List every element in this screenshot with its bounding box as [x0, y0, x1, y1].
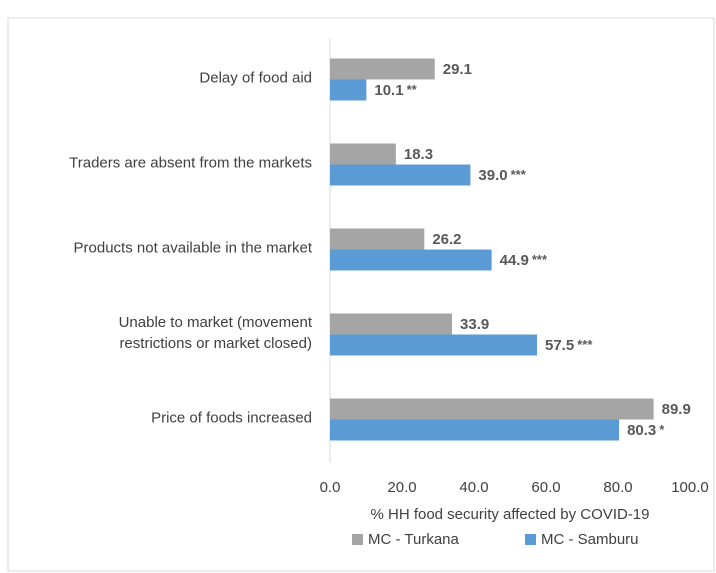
- x-axis-label: % HH food security affected by COVID-19: [370, 506, 649, 523]
- significance: ***: [532, 252, 548, 267]
- category-label: Delay of food aid: [199, 69, 312, 86]
- significance: *: [659, 422, 665, 437]
- significance: **: [407, 82, 418, 97]
- value-text: 80.3: [627, 422, 656, 439]
- value-label: 57.5 ***: [545, 337, 593, 354]
- value-label: 80.3 *: [627, 422, 665, 439]
- category-label: Traders are absent from the markets: [69, 154, 312, 171]
- chart-frame: [7, 17, 715, 572]
- value-text: 10.1: [374, 82, 403, 99]
- x-tick-label: 20.0: [387, 479, 416, 496]
- bar: [330, 143, 396, 165]
- value-text: 39.0: [478, 167, 507, 184]
- value-text: 18.3: [404, 146, 433, 163]
- category-label: Products not available in the market: [74, 239, 313, 256]
- legend-label: MC - Samburu: [541, 531, 639, 548]
- value-text: 33.9: [460, 316, 489, 333]
- value-label: 39.0 ***: [478, 167, 526, 184]
- value-text: 26.2: [432, 231, 461, 248]
- value-label: 33.9: [460, 316, 489, 333]
- value-text: 89.9: [662, 401, 691, 418]
- x-tick-label: 60.0: [531, 479, 560, 496]
- legend-label: MC - Turkana: [368, 531, 460, 548]
- category-label: restrictions or market closed): [119, 335, 312, 352]
- bar: [330, 313, 453, 335]
- value-label: 18.3: [404, 146, 433, 163]
- significance: ***: [577, 337, 593, 352]
- x-tick-label: 40.0: [459, 479, 488, 496]
- value-label: 10.1 **: [374, 82, 417, 99]
- bar: [330, 398, 654, 420]
- bar: [330, 58, 435, 80]
- x-tick-label: 0.0: [320, 479, 341, 496]
- value-label: 44.9 ***: [500, 252, 548, 269]
- value-label: 26.2: [432, 231, 461, 248]
- value-text: 29.1: [443, 61, 472, 78]
- legend-swatch: [352, 534, 363, 545]
- legend-swatch: [525, 534, 536, 545]
- bar: [330, 164, 471, 186]
- significance: ***: [511, 167, 527, 182]
- value-label: 29.1: [443, 61, 472, 78]
- bar: [330, 79, 367, 101]
- bar: [330, 419, 620, 441]
- category-label: Price of foods increased: [151, 409, 312, 426]
- bar: [330, 249, 492, 271]
- bar: [330, 228, 425, 250]
- bar: [330, 334, 537, 356]
- value-label: 89.9: [662, 401, 691, 418]
- x-tick-label: 80.0: [603, 479, 632, 496]
- x-tick-label: 100.0: [671, 479, 709, 496]
- value-text: 57.5: [545, 337, 574, 354]
- category-label: Unable to market (movement: [119, 314, 313, 331]
- value-text: 44.9: [500, 252, 529, 269]
